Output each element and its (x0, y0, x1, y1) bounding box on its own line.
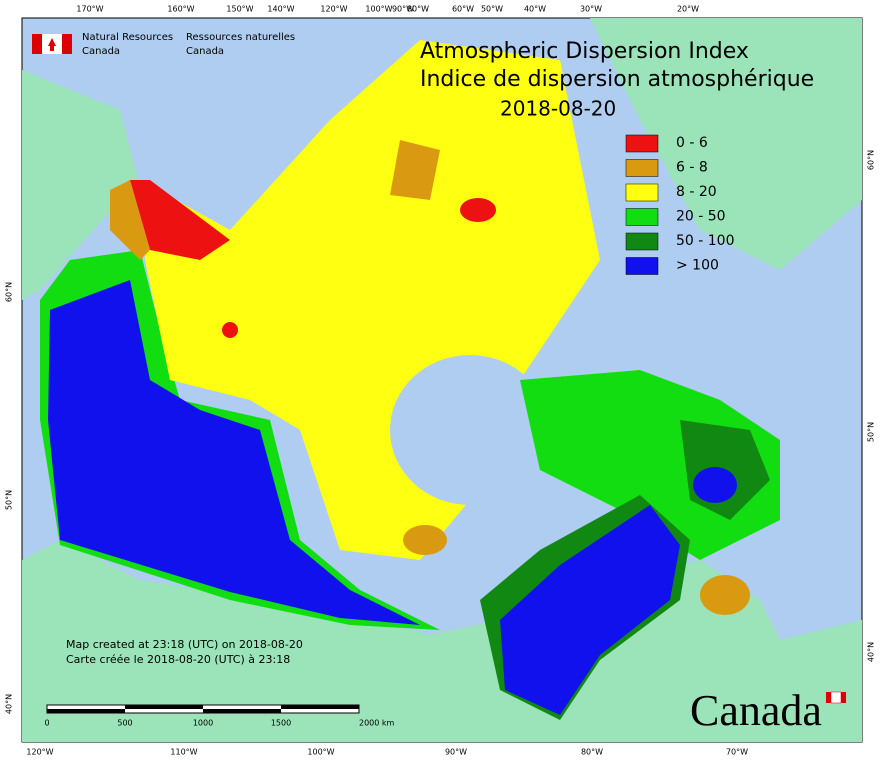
zone-orange-maritimes (700, 575, 750, 615)
nrcan-logo (32, 34, 72, 54)
lon-label: 150°W (226, 5, 253, 14)
hudson-bay (390, 355, 550, 505)
zone-orange-arctic (390, 140, 440, 200)
legend-swatch (625, 208, 659, 226)
lon-label: 100°W (365, 5, 392, 14)
flag-field (830, 691, 842, 704)
lat-label: 50°N (867, 422, 876, 442)
lon-label: 80°W (581, 748, 603, 757)
flag-bar (32, 34, 42, 54)
org-fr: Ressources naturelles (186, 32, 295, 43)
org-fr: Canada (186, 46, 224, 57)
note-fr: Carte créée le 2018-08-20 (UTC) à 23:18 (66, 653, 290, 666)
legend-swatch (625, 134, 659, 153)
legend-swatch (625, 159, 659, 177)
lon-label: 40°W (524, 5, 546, 14)
legend-swatch (625, 257, 659, 275)
scale-label: 1500 (271, 719, 291, 728)
lon-label: 170°W (76, 5, 103, 14)
legend-label: 8 - 20 (676, 184, 717, 200)
lat-label: 60°N (867, 150, 876, 170)
scale-label: 2000 km (359, 719, 395, 728)
wordmark-flag (826, 691, 846, 704)
lon-label: 90°W (392, 5, 414, 14)
zone-red-northwest (130, 180, 230, 260)
lon-label: 160°W (167, 5, 194, 14)
lat-label: 40°N (867, 642, 876, 662)
zone-blue-east (500, 505, 680, 715)
scale-bar (46, 704, 360, 714)
lon-label: 80°W (407, 5, 429, 14)
scale-label: 500 (117, 719, 132, 728)
lon-label: 140°W (267, 5, 294, 14)
maple-leaf (48, 38, 56, 51)
legend-swatch (625, 183, 659, 202)
lon-label: 90°W (445, 748, 467, 757)
legend-label: 0 - 6 (676, 135, 708, 151)
lon-label: 60°W (452, 5, 474, 14)
lon-label: 100°W (307, 748, 334, 757)
legend-label: 20 - 50 (676, 209, 726, 225)
org-en: Natural Resources (82, 32, 173, 43)
lon-label: 70°W (726, 748, 748, 757)
legend-label: > 100 (676, 258, 719, 274)
scale-label: 0 (44, 719, 49, 728)
lon-label: 120°W (26, 748, 53, 757)
lat-label: 60°N (5, 282, 14, 302)
zone-red-arctic (460, 198, 496, 222)
scale-segment (281, 705, 359, 709)
flag-bar (62, 34, 72, 54)
lon-label: 50°W (481, 5, 503, 14)
zone-blue-quebec (693, 467, 737, 503)
greenland (590, 18, 862, 270)
alaska (22, 70, 138, 300)
flag-bar (826, 692, 831, 703)
wordmark: Canada (690, 686, 822, 735)
scale-segment (47, 709, 125, 713)
zone-orange-northwest (110, 180, 150, 260)
lon-label: 30°W (580, 5, 602, 14)
note-en: Map created at 23:18 (UTC) on 2018-08-20 (66, 638, 303, 651)
legend-label: 6 - 8 (676, 160, 708, 176)
title-fr: Indice de dispersion atmosphérique (420, 67, 814, 92)
lon-label: 120°W (320, 5, 347, 14)
scale-segment (203, 709, 281, 713)
scale-label: 1000 (193, 719, 213, 728)
legend-swatch (625, 232, 659, 251)
scale-segment (125, 705, 203, 709)
lon-label: 110°W (170, 748, 197, 757)
zone-blue-west (48, 280, 420, 625)
flag-bar (841, 692, 846, 703)
org-en: Canada (82, 46, 120, 57)
zone-red-spot (222, 322, 238, 338)
lat-label: 50°N (5, 490, 14, 510)
lat-label: 40°N (5, 694, 14, 714)
title-en: Atmospheric Dispersion Index (420, 39, 749, 64)
date: 2018-08-20 (500, 97, 616, 121)
legend-label: 50 - 100 (676, 233, 735, 249)
lon-label: 20°W (677, 5, 699, 14)
zone-orange-prairie (403, 525, 447, 555)
